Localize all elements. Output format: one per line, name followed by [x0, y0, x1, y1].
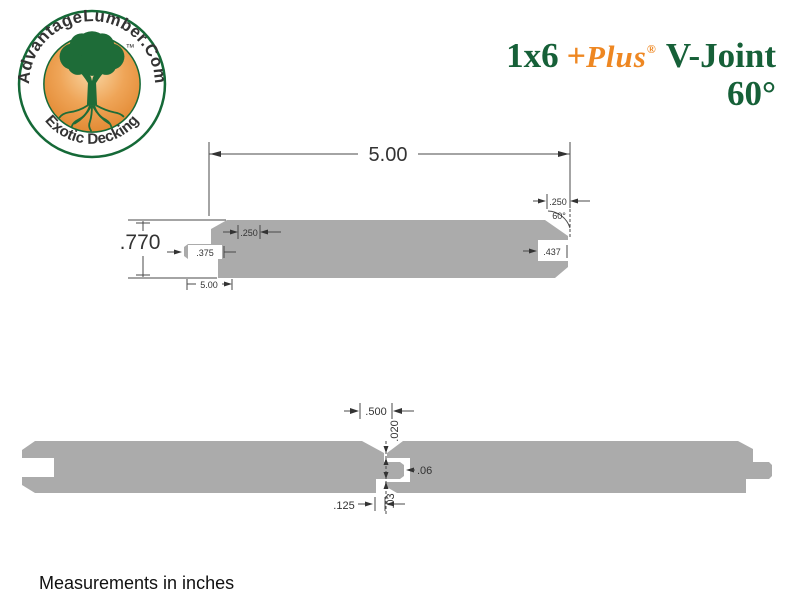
tongue-thickness-label: .375 — [196, 248, 214, 258]
dim-top-left-chamfer: .250 — [223, 225, 281, 239]
thickness-label: .770 — [120, 231, 161, 254]
vjoint-angle-label: 60° — [552, 211, 566, 221]
product-title-line1: 1x6 +Plus® V-Joint — [506, 36, 776, 75]
overall-width-label: 5.00 — [369, 144, 408, 166]
dim-vjoint-angle: 60° — [547, 209, 571, 237]
top-board-profile — [184, 220, 568, 278]
dim-tongue-tip-gap: .06 — [406, 465, 432, 477]
tree-icon — [59, 31, 125, 106]
product-size: 1x6 — [506, 36, 559, 75]
advantage-lumber-logo: AdvantageLumber.Com Exotic Decking ™ — [16, 8, 168, 159]
bottom-vertical-gap-label: .03 — [385, 493, 397, 508]
dim-top-gap: .020 — [383, 420, 401, 514]
top-left-chamfer-label: .250 — [240, 228, 258, 238]
plus-sign: + — [566, 38, 586, 75]
tree-roots — [58, 104, 125, 132]
dim-tongue-length: 5.00 — [186, 279, 233, 290]
top-right-chamfer-label: .250 — [549, 197, 567, 207]
dim-groove-depth: .437 — [523, 245, 568, 258]
tongue-tip-gap-label: .06 — [417, 465, 432, 477]
product-angle: 60° — [727, 74, 776, 114]
trademark-symbol: ™ — [125, 43, 134, 53]
left-board-profile — [22, 441, 404, 493]
plus-word: Plus — [585, 39, 647, 74]
v-opening-label: .500 — [365, 406, 386, 418]
product-title: 1x6 +Plus® V-Joint 60° — [506, 36, 776, 114]
dim-overall-width: 5.00 — [208, 142, 571, 216]
dim-v-opening: .500 — [344, 403, 414, 419]
right-board-profile — [385, 441, 772, 493]
dim-tongue-thickness: .375 — [167, 245, 236, 259]
dim-top-right-chamfer: .250 — [533, 194, 590, 209]
bottom-joint-gap-label: .125 — [333, 500, 354, 512]
units-caption: Measurements in inches — [39, 573, 235, 593]
registered-mark: ® — [646, 42, 656, 56]
top-gap-label: .020 — [389, 420, 401, 441]
groove-depth-label: .437 — [543, 247, 561, 257]
product-name: V-Joint — [665, 36, 776, 75]
tongue-length-label: 5.00 — [200, 280, 218, 290]
dim-thickness: .770 — [120, 219, 226, 279]
dim-bottom-joint-gap: .125 — [333, 497, 405, 512]
